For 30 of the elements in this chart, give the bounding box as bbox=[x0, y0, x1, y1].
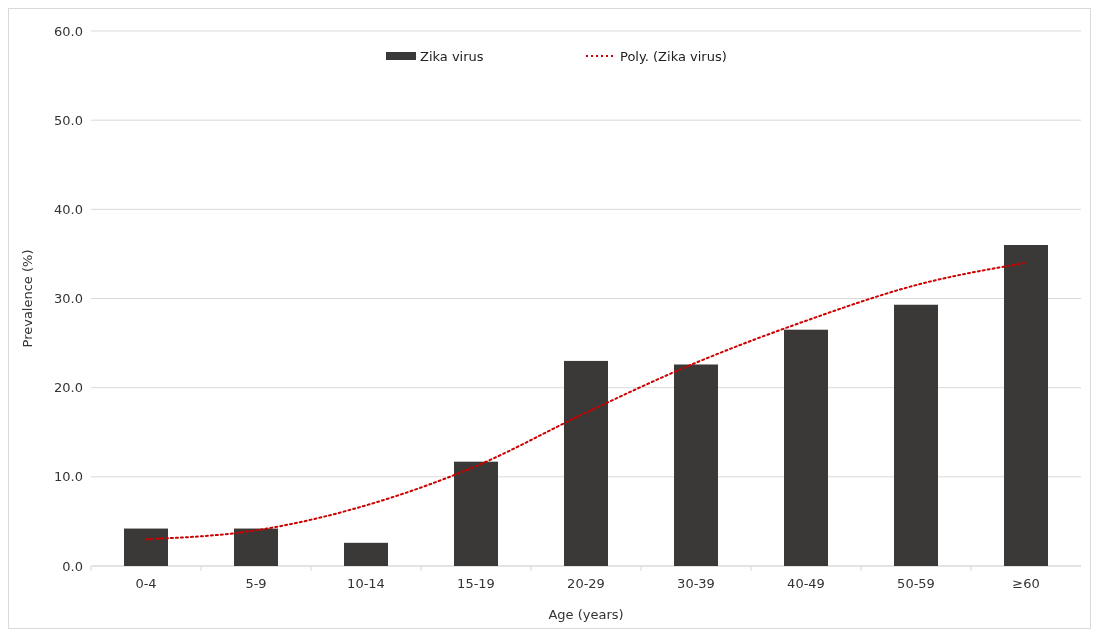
bar bbox=[344, 542, 388, 566]
bar bbox=[894, 304, 938, 566]
bar bbox=[784, 329, 828, 566]
y-tick-label: 50.0 bbox=[54, 112, 83, 128]
x-tick-label: 20-29 bbox=[567, 576, 605, 591]
legend-label: Zika virus bbox=[420, 49, 484, 64]
x-tick-label: 0-4 bbox=[135, 576, 157, 591]
x-tick-label: 10-14 bbox=[347, 576, 385, 591]
y-tick-label: 30.0 bbox=[54, 291, 83, 307]
y-tick-label: 10.0 bbox=[54, 469, 83, 485]
x-tick-label: ≥60 bbox=[1012, 576, 1040, 591]
x-tick-label: 40-49 bbox=[787, 576, 825, 591]
y-tick-label: 40.0 bbox=[54, 201, 83, 217]
bar bbox=[674, 364, 718, 566]
line-series bbox=[145, 261, 1027, 541]
bar bbox=[124, 528, 168, 566]
x-tick-label: 15-19 bbox=[457, 576, 495, 591]
bar bbox=[564, 360, 608, 566]
x-axis-title: Age (years) bbox=[548, 607, 624, 622]
y-axis-title: Prevalence (%) bbox=[20, 249, 35, 348]
legend-label: Poly. (Zika virus) bbox=[620, 49, 727, 64]
x-tick-label: 30-39 bbox=[677, 576, 715, 591]
bar bbox=[234, 528, 278, 566]
bar bbox=[454, 461, 498, 566]
y-tick-label: 0.0 bbox=[62, 558, 83, 574]
y-tick-label: 20.0 bbox=[54, 380, 83, 396]
bar bbox=[1004, 245, 1048, 566]
x-tick-label: 50-59 bbox=[897, 576, 935, 591]
x-tick-label: 5-9 bbox=[245, 576, 267, 591]
y-tick-label: 60.0 bbox=[54, 23, 83, 39]
